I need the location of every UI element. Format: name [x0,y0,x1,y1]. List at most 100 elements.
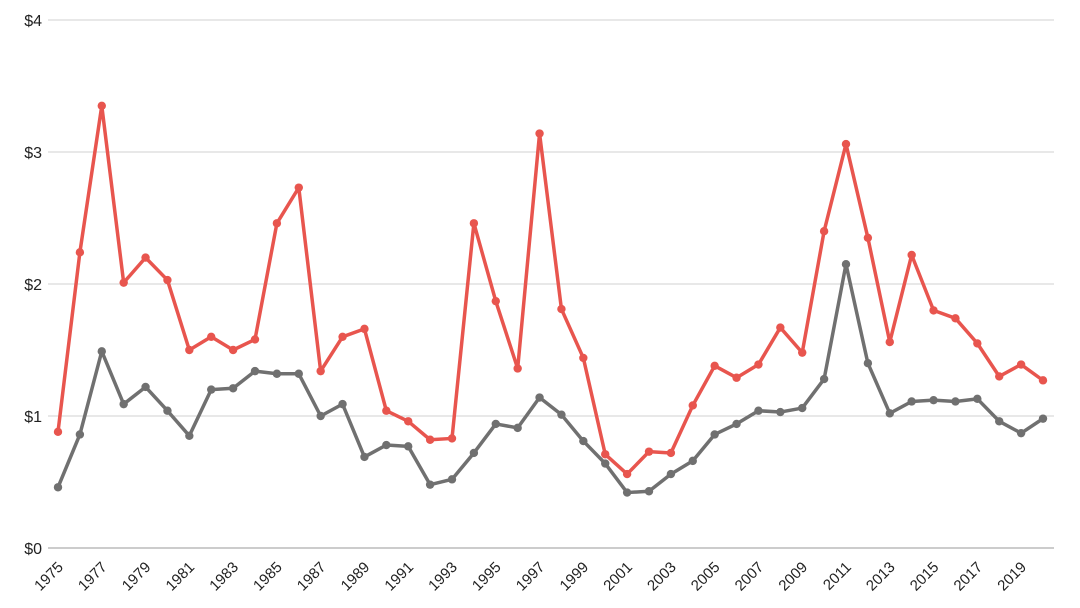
data-point [863,359,873,368]
data-point [141,382,150,392]
data-point [382,406,391,415]
data-point [1038,414,1048,423]
data-point [710,430,719,439]
data-point [885,337,894,347]
y-axis-tick-labels: $0 $1 $2 $3 $4 [24,13,42,558]
data-point [185,345,194,355]
data-point [929,395,938,405]
x-tick-label: 1975 [31,559,67,595]
data-point [207,385,216,394]
data-point [951,397,960,406]
data-point [951,314,960,323]
data-point [666,448,676,458]
data-point [644,447,654,456]
data-point [601,450,610,459]
data-point [688,456,697,466]
data-point [53,483,63,492]
data-point [885,409,894,418]
data-point [185,431,194,440]
y-tick-label: $4 [24,13,42,30]
data-point [579,353,588,363]
data-point [819,374,829,384]
data-point [163,275,172,285]
data-point [469,448,479,458]
data-point [798,348,807,357]
y-tick-label: $1 [24,409,42,426]
y-tick-label: $0 [24,541,42,558]
data-point [732,373,741,382]
data-point [250,366,260,376]
data-point [601,459,610,468]
x-tick-label: 2013 [863,559,899,595]
x-tick-label: 2015 [907,559,943,595]
series-line-1 [56,104,1045,476]
data-point [579,436,588,446]
x-tick-label: 1995 [469,559,505,595]
data-point [513,423,522,433]
data-point [710,361,719,371]
data-point [228,384,238,393]
data-point [141,253,150,262]
data-point [294,183,303,192]
data-point [97,101,106,111]
x-tick-label: 2009 [775,559,811,595]
data-point [469,219,479,228]
data-point [995,372,1004,381]
x-tick-label: 2019 [994,559,1030,595]
x-tick-label: 1991 [381,559,417,595]
data-point [754,406,763,415]
data-point [644,487,654,496]
x-tick-label: 1999 [557,559,593,595]
x-tick-label: 1987 [294,559,330,595]
x-tick-label: 1983 [206,559,242,595]
data-point [338,332,347,341]
series-points [53,101,1048,497]
data-point [513,364,522,373]
series-line-2 [56,262,1045,495]
x-tick-label: 2005 [688,559,724,595]
data-point [776,407,785,417]
data-point [907,250,916,260]
y-tick-label: $2 [24,277,42,294]
data-point [404,442,413,451]
data-point [425,435,435,444]
data-point [250,335,260,344]
data-point [119,278,128,287]
data-point [535,129,544,138]
data-point [294,369,303,378]
x-tick-label: 1977 [75,559,111,595]
data-point [622,488,632,497]
data-point [973,339,982,348]
data-point [491,419,500,429]
data-point [973,394,982,404]
data-point [338,399,347,409]
data-point [776,323,785,332]
data-point [272,369,282,378]
data-point [119,399,128,409]
x-tick-label: 1985 [250,559,286,595]
data-point [1016,360,1026,369]
data-point [97,347,106,356]
data-point [841,260,851,269]
data-point [447,475,457,484]
y-tick-label: $3 [24,145,42,162]
data-point [53,427,63,437]
x-axis-tick-labels: 1975 1977 1979 1981 1983 1985 1987 1989 1991 1993… [31,559,1030,595]
x-tick-label: 2001 [600,559,636,595]
x-tick-label: 2007 [732,559,768,595]
data-point [557,410,566,419]
data-point [666,469,676,479]
data-point [907,397,916,406]
data-point [798,403,807,413]
x-tick-label: 2003 [644,559,680,595]
x-tick-label: 1989 [338,559,374,595]
data-point [382,440,391,450]
data-point [360,324,369,334]
data-point [688,401,697,410]
data-point [360,452,369,462]
data-point [732,419,741,429]
data-point [207,332,216,341]
x-tick-label: 1997 [513,559,549,595]
x-tick-label: 1981 [163,559,199,595]
